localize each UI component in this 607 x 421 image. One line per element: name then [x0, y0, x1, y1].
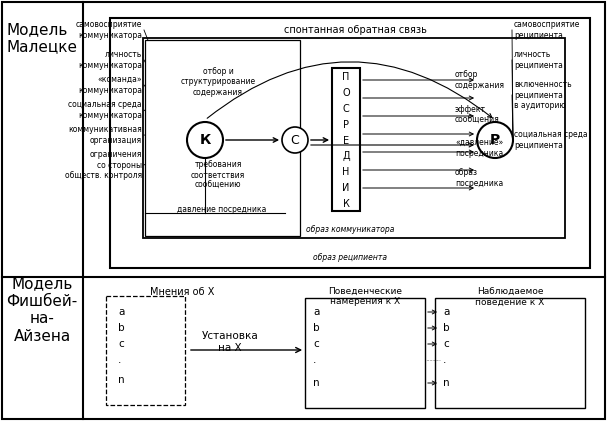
Text: С: С — [342, 104, 350, 114]
Text: спонтанная обратная связь: спонтанная обратная связь — [283, 25, 427, 35]
Text: требования
соответствия
сообщению: требования соответствия сообщению — [191, 160, 245, 190]
Text: социальная среда
коммуникатора: социальная среда коммуникатора — [69, 100, 142, 120]
Text: самовосприятие
коммуникатора: самовосприятие коммуникатора — [76, 20, 142, 40]
Text: b: b — [443, 323, 450, 333]
Bar — [435, 298, 585, 408]
Text: коммуникативная
организация: коммуникативная организация — [68, 125, 142, 145]
Text: a: a — [118, 307, 124, 317]
Bar — [143, 38, 565, 238]
Text: отбор и
структурирование
содержания: отбор и структурирование содержания — [180, 67, 256, 97]
Text: «команда»
коммуникатора: «команда» коммуникатора — [78, 75, 142, 95]
Text: образ коммуникатора: образ коммуникатора — [306, 226, 394, 234]
Text: образ реципиента: образ реципиента — [313, 253, 387, 263]
Circle shape — [187, 122, 223, 158]
Bar — [110, 18, 590, 268]
Text: Наблюдаемое
поведение к X: Наблюдаемое поведение к X — [475, 287, 544, 306]
Text: .: . — [118, 355, 121, 365]
Text: К: К — [199, 133, 211, 147]
Text: Р: Р — [343, 120, 349, 130]
Text: личность
реципиента: личность реципиента — [514, 50, 563, 70]
Text: Е: Е — [343, 136, 349, 146]
Text: отбор
содержания: отбор содержания — [455, 70, 505, 90]
Text: Д: Д — [342, 152, 350, 161]
Text: .: . — [313, 355, 316, 365]
Text: .: . — [443, 355, 446, 365]
FancyBboxPatch shape — [106, 296, 185, 405]
Text: эффект
сообщения: эффект сообщения — [455, 105, 500, 125]
Text: c: c — [118, 339, 124, 349]
Text: К: К — [342, 199, 350, 209]
Text: n: n — [118, 375, 124, 385]
Text: c: c — [443, 339, 449, 349]
Text: Мнения об X: Мнения об X — [150, 287, 214, 297]
Bar — [305, 298, 425, 408]
Text: давление посредника: давление посредника — [177, 205, 266, 215]
Text: b: b — [118, 323, 124, 333]
Text: n: n — [313, 378, 320, 388]
Circle shape — [477, 122, 513, 158]
Text: О: О — [342, 88, 350, 98]
Text: образ
посредника: образ посредника — [455, 168, 503, 188]
Bar — [332, 68, 360, 211]
Text: И: И — [342, 183, 350, 193]
Text: Поведенческие
намерения к X: Поведенческие намерения к X — [328, 287, 402, 306]
Text: Р: Р — [490, 133, 500, 147]
Text: a: a — [313, 307, 319, 317]
Text: Установка
на X: Установка на X — [202, 331, 259, 353]
Text: n: n — [443, 378, 450, 388]
Text: c: c — [313, 339, 319, 349]
Text: самовосприятие
реципиента: самовосприятие реципиента — [514, 20, 580, 40]
Text: Модель
Фишбей-
на-
Айзена: Модель Фишбей- на- Айзена — [7, 277, 78, 344]
Text: включенность
реципиента
в аудиторию: включенность реципиента в аудиторию — [514, 80, 572, 110]
Text: Н: Н — [342, 167, 350, 177]
Text: a: a — [443, 307, 449, 317]
Text: ограничения
со стороны
обществ. контроля: ограничения со стороны обществ. контроля — [65, 150, 142, 180]
Text: b: b — [313, 323, 320, 333]
Text: С: С — [291, 133, 299, 147]
Text: Модель
Малецке: Модель Малецке — [7, 22, 78, 54]
Circle shape — [282, 127, 308, 153]
Bar — [145, 40, 300, 236]
Text: социальная среда
реципиента: социальная среда реципиента — [514, 131, 588, 150]
Text: личность
коммуникатора: личность коммуникатора — [78, 50, 142, 70]
Text: «давление»
посредника: «давление» посредника — [455, 139, 503, 158]
Text: П: П — [342, 72, 350, 82]
